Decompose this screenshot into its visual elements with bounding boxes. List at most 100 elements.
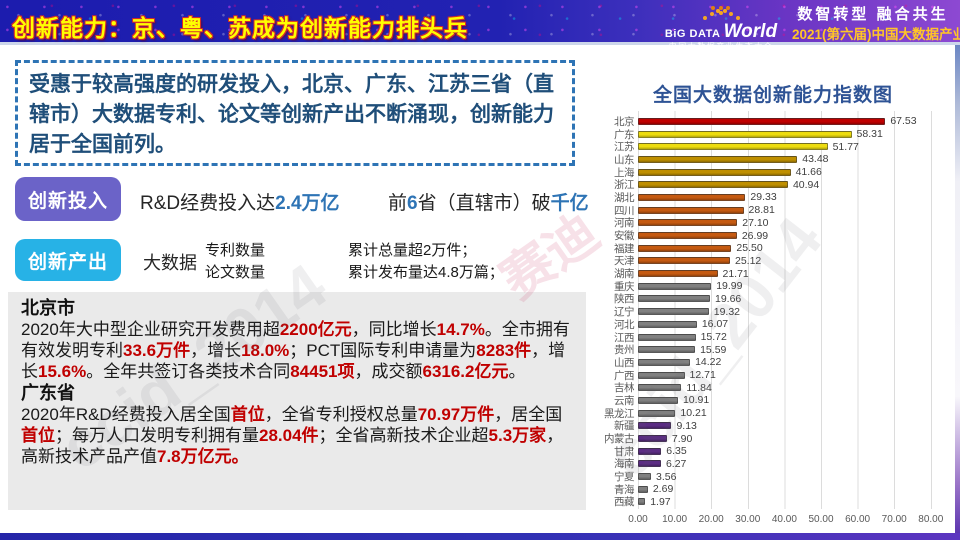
text-segment: 前 xyxy=(388,193,408,214)
bar xyxy=(638,435,667,443)
bar-value: 9.13 xyxy=(676,419,697,432)
bar xyxy=(638,460,661,468)
beijing-heading: 北京市 xyxy=(21,298,75,318)
bar-label: 青海 xyxy=(614,483,635,496)
bar-value: 11.84 xyxy=(686,381,712,394)
text-segment: ，居全国 xyxy=(494,404,563,424)
x-tick-label: 60.00 xyxy=(845,514,871,526)
text-segment: ，成交额 xyxy=(354,361,423,381)
bar-value: 51.77 xyxy=(832,140,859,153)
logo-text: BiG DATA World xyxy=(655,21,787,43)
bar-label: 广西 xyxy=(614,369,635,382)
chart-row-浙江: 浙江 40.94 xyxy=(594,178,952,192)
chart-row-福建: 福建 25.50 xyxy=(594,242,952,255)
text-segment: 千亿 xyxy=(550,193,589,214)
text-segment: 2020年大中型企业研究开发费用超 xyxy=(21,319,280,339)
bar-label: 新疆 xyxy=(614,420,635,433)
guangdong-paragraph: 2020年R&D经费投入居全国首位，全省专利授权总量70.97万件，居全国首位；… xyxy=(21,404,573,467)
bar-label: 山东 xyxy=(614,153,635,166)
text-segment: ；全省高新技术企业超 xyxy=(318,425,489,445)
bar-value: 7.90 xyxy=(671,432,693,445)
conference-slogan: 数智转型 融合共生 2021(第六届)中国大数据产业生态大会 xyxy=(792,6,960,44)
chart-row-上海: 上海 41.66 xyxy=(594,166,952,179)
innovation-input-badge: 创新投入 xyxy=(15,177,121,221)
x-tick-label: 40.00 xyxy=(771,514,797,526)
text-segment: 14.7% xyxy=(436,319,485,339)
x-tick-label: 80.00 xyxy=(918,514,944,526)
text-segment: 33.6万件 xyxy=(123,340,191,360)
bar-label: 江苏 xyxy=(614,141,635,154)
bar-value: 26.99 xyxy=(741,229,769,242)
chart-row-河南: 河南 27.10 xyxy=(594,217,952,230)
patent-count-label: 专利数量 xyxy=(205,242,266,259)
chart-row-黑龙江: 黑龙江 10.21 xyxy=(594,407,952,420)
bar-value: 19.66 xyxy=(715,292,742,305)
bar-label: 内蒙古 xyxy=(604,433,635,446)
text-segment: R&D经费投入达 xyxy=(140,193,276,214)
bar-label: 海南 xyxy=(614,458,635,471)
chart-row-江西: 江西 15.72 xyxy=(594,331,952,344)
text-segment: ，增长 xyxy=(21,340,566,381)
innovation-output-totals: 累计总量超2万件； 累计发布量达4.8万篇； xyxy=(348,240,504,284)
innovation-output-prefix: 大数据 xyxy=(143,253,197,273)
bar xyxy=(638,219,738,227)
text-segment: 84451项 xyxy=(290,361,355,381)
bar-label: 甘肃 xyxy=(614,445,635,458)
bar xyxy=(638,117,886,125)
logo-dots-icon xyxy=(719,11,723,15)
text-segment: 省（直辖市）破 xyxy=(417,193,551,214)
chart-row-宁夏: 宁夏 3.56 xyxy=(594,470,952,484)
chart-row-广西: 广西 12.71 xyxy=(594,369,952,382)
text-segment: ，高新技术产品产值 xyxy=(21,425,564,466)
bar-value: 19.32 xyxy=(713,305,741,318)
guangdong-heading: 广东省 xyxy=(21,382,75,403)
bar-label: 重庆 xyxy=(614,280,635,293)
bar-value: 28.81 xyxy=(748,204,775,217)
x-tick-label: 10.00 xyxy=(662,514,688,526)
bar xyxy=(638,485,648,493)
bar-value: 10.21 xyxy=(680,407,707,420)
text-segment: ，全省专利授权总量 xyxy=(264,404,418,424)
bar xyxy=(638,193,746,201)
paper-total-text: 累计发布量达4.8万篇； xyxy=(348,263,504,281)
text-segment: 15.6% xyxy=(38,361,87,381)
x-tick-label: 50.00 xyxy=(808,514,834,526)
bar-value: 19.99 xyxy=(716,280,743,293)
text-segment: 6316.2亿元 xyxy=(422,361,509,381)
text-segment: 5.3万家 xyxy=(488,425,547,445)
bar xyxy=(638,498,646,506)
bar-label: 天津 xyxy=(614,255,635,268)
bar xyxy=(638,168,791,176)
bar-value: 6.35 xyxy=(666,445,687,458)
x-tick-label: 20.00 xyxy=(698,514,724,526)
chart-row-内蒙古: 内蒙古 7.90 xyxy=(594,432,952,446)
bar-label: 贵州 xyxy=(614,344,635,357)
logo-big-data: BiG DATA xyxy=(664,27,721,40)
innovation-input-text-1: R&D经费投入达2.4万亿 xyxy=(140,188,340,215)
bar xyxy=(638,143,828,151)
right-edge-decoration xyxy=(955,45,960,533)
bar-value: 16.07 xyxy=(701,318,729,331)
bar-value: 41.66 xyxy=(795,166,822,179)
text-segment: 28.04件 xyxy=(259,425,319,445)
text-segment: 2.4万亿 xyxy=(275,193,340,214)
big-data-world-logo: BiG DATA World 中国大数据产业生态大会 xyxy=(655,4,787,52)
page-title: 创新能力：京、粤、苏成为创新能力排头兵 xyxy=(12,15,468,41)
chart-row-吉林: 吉林 11.84 xyxy=(594,381,952,395)
chart-row-重庆: 重庆 19.99 xyxy=(594,280,952,293)
chart-row-北京: 北京 67.53 xyxy=(594,115,952,128)
chart-row-湖北: 湖北 29.33 xyxy=(594,191,952,204)
bar xyxy=(638,409,676,417)
bar-label: 吉林 xyxy=(614,382,635,395)
bar xyxy=(638,206,744,214)
bar-value: 29.33 xyxy=(750,191,777,204)
chart-row-海南: 海南 6.27 xyxy=(594,458,952,471)
chart-rows: 北京 67.53 广东 58.31 江苏 51.77 山东 43.48 上海 41.66 浙江 40.… xyxy=(594,115,952,508)
chart-row-安徽: 安徽 26.99 xyxy=(594,229,952,243)
bar-value: 67.53 xyxy=(890,115,917,128)
bar-label: 安徽 xyxy=(614,230,635,243)
bar-value: 3.56 xyxy=(656,470,677,483)
chart-row-河北: 河北 16.07 xyxy=(594,318,952,331)
innovation-input-text-2: 前6省（直辖市）破千亿 xyxy=(388,188,589,215)
